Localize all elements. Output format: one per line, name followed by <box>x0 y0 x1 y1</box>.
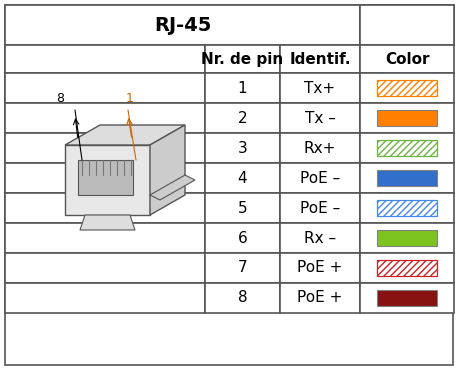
Text: Rx –: Rx – <box>304 231 336 246</box>
Text: 4: 4 <box>238 171 247 185</box>
Text: PoE –: PoE – <box>300 201 340 215</box>
Text: 7: 7 <box>238 260 247 276</box>
Text: 1: 1 <box>238 81 247 95</box>
Bar <box>377 260 437 276</box>
Text: Tx+: Tx+ <box>305 81 336 95</box>
Bar <box>377 230 437 246</box>
FancyBboxPatch shape <box>65 145 150 215</box>
Bar <box>360 5 454 45</box>
Bar <box>360 5 454 45</box>
Text: Color: Color <box>385 51 429 67</box>
Polygon shape <box>150 175 195 200</box>
Text: 1: 1 <box>126 91 134 104</box>
Text: 3: 3 <box>238 141 247 155</box>
Bar <box>377 170 437 186</box>
Bar <box>360 283 454 313</box>
Bar <box>280 283 360 313</box>
Bar <box>5 5 360 45</box>
Bar <box>5 283 205 313</box>
Bar <box>5 223 205 253</box>
Text: Rx+: Rx+ <box>304 141 336 155</box>
Bar <box>5 193 205 223</box>
Bar <box>377 260 437 276</box>
Bar <box>360 223 454 253</box>
Bar <box>377 80 437 96</box>
Bar <box>205 193 280 223</box>
Bar <box>205 73 280 103</box>
Bar <box>377 200 437 216</box>
Bar <box>280 45 360 73</box>
Bar <box>360 163 454 193</box>
Bar <box>377 140 437 156</box>
Bar <box>377 200 437 216</box>
Text: RJ-45: RJ-45 <box>154 16 211 34</box>
Bar <box>5 73 205 103</box>
Polygon shape <box>80 215 135 230</box>
Bar <box>280 193 360 223</box>
Bar <box>5 253 205 283</box>
Bar <box>205 283 280 313</box>
Bar <box>280 133 360 163</box>
Bar <box>280 163 360 193</box>
Text: Nr. de pin: Nr. de pin <box>202 51 284 67</box>
Bar <box>205 45 280 73</box>
Text: 8: 8 <box>56 91 64 104</box>
Bar <box>360 193 454 223</box>
Bar <box>377 80 437 96</box>
Bar <box>360 103 454 133</box>
Text: 8: 8 <box>238 290 247 306</box>
FancyBboxPatch shape <box>5 5 453 365</box>
Bar <box>377 110 437 126</box>
Bar <box>280 103 360 133</box>
Bar <box>280 253 360 283</box>
Text: 2: 2 <box>238 111 247 125</box>
Text: Tx –: Tx – <box>305 111 335 125</box>
FancyBboxPatch shape <box>78 160 133 195</box>
Bar <box>360 253 454 283</box>
Polygon shape <box>150 125 185 215</box>
Bar <box>5 133 205 163</box>
Polygon shape <box>65 125 185 145</box>
Bar <box>5 103 205 133</box>
Bar <box>205 103 280 133</box>
Text: 6: 6 <box>238 231 247 246</box>
Bar <box>205 253 280 283</box>
Bar <box>5 163 205 193</box>
Bar <box>280 73 360 103</box>
Bar <box>5 45 205 73</box>
Bar <box>205 223 280 253</box>
Bar <box>205 163 280 193</box>
Bar <box>360 73 454 103</box>
Text: PoE –: PoE – <box>300 171 340 185</box>
Bar <box>205 133 280 163</box>
Text: PoE +: PoE + <box>297 290 343 306</box>
Bar <box>280 223 360 253</box>
Bar <box>360 45 454 73</box>
Bar <box>360 133 454 163</box>
Text: PoE +: PoE + <box>297 260 343 276</box>
Bar <box>377 290 437 306</box>
Bar <box>377 140 437 156</box>
Text: 5: 5 <box>238 201 247 215</box>
Text: Identif.: Identif. <box>289 51 351 67</box>
